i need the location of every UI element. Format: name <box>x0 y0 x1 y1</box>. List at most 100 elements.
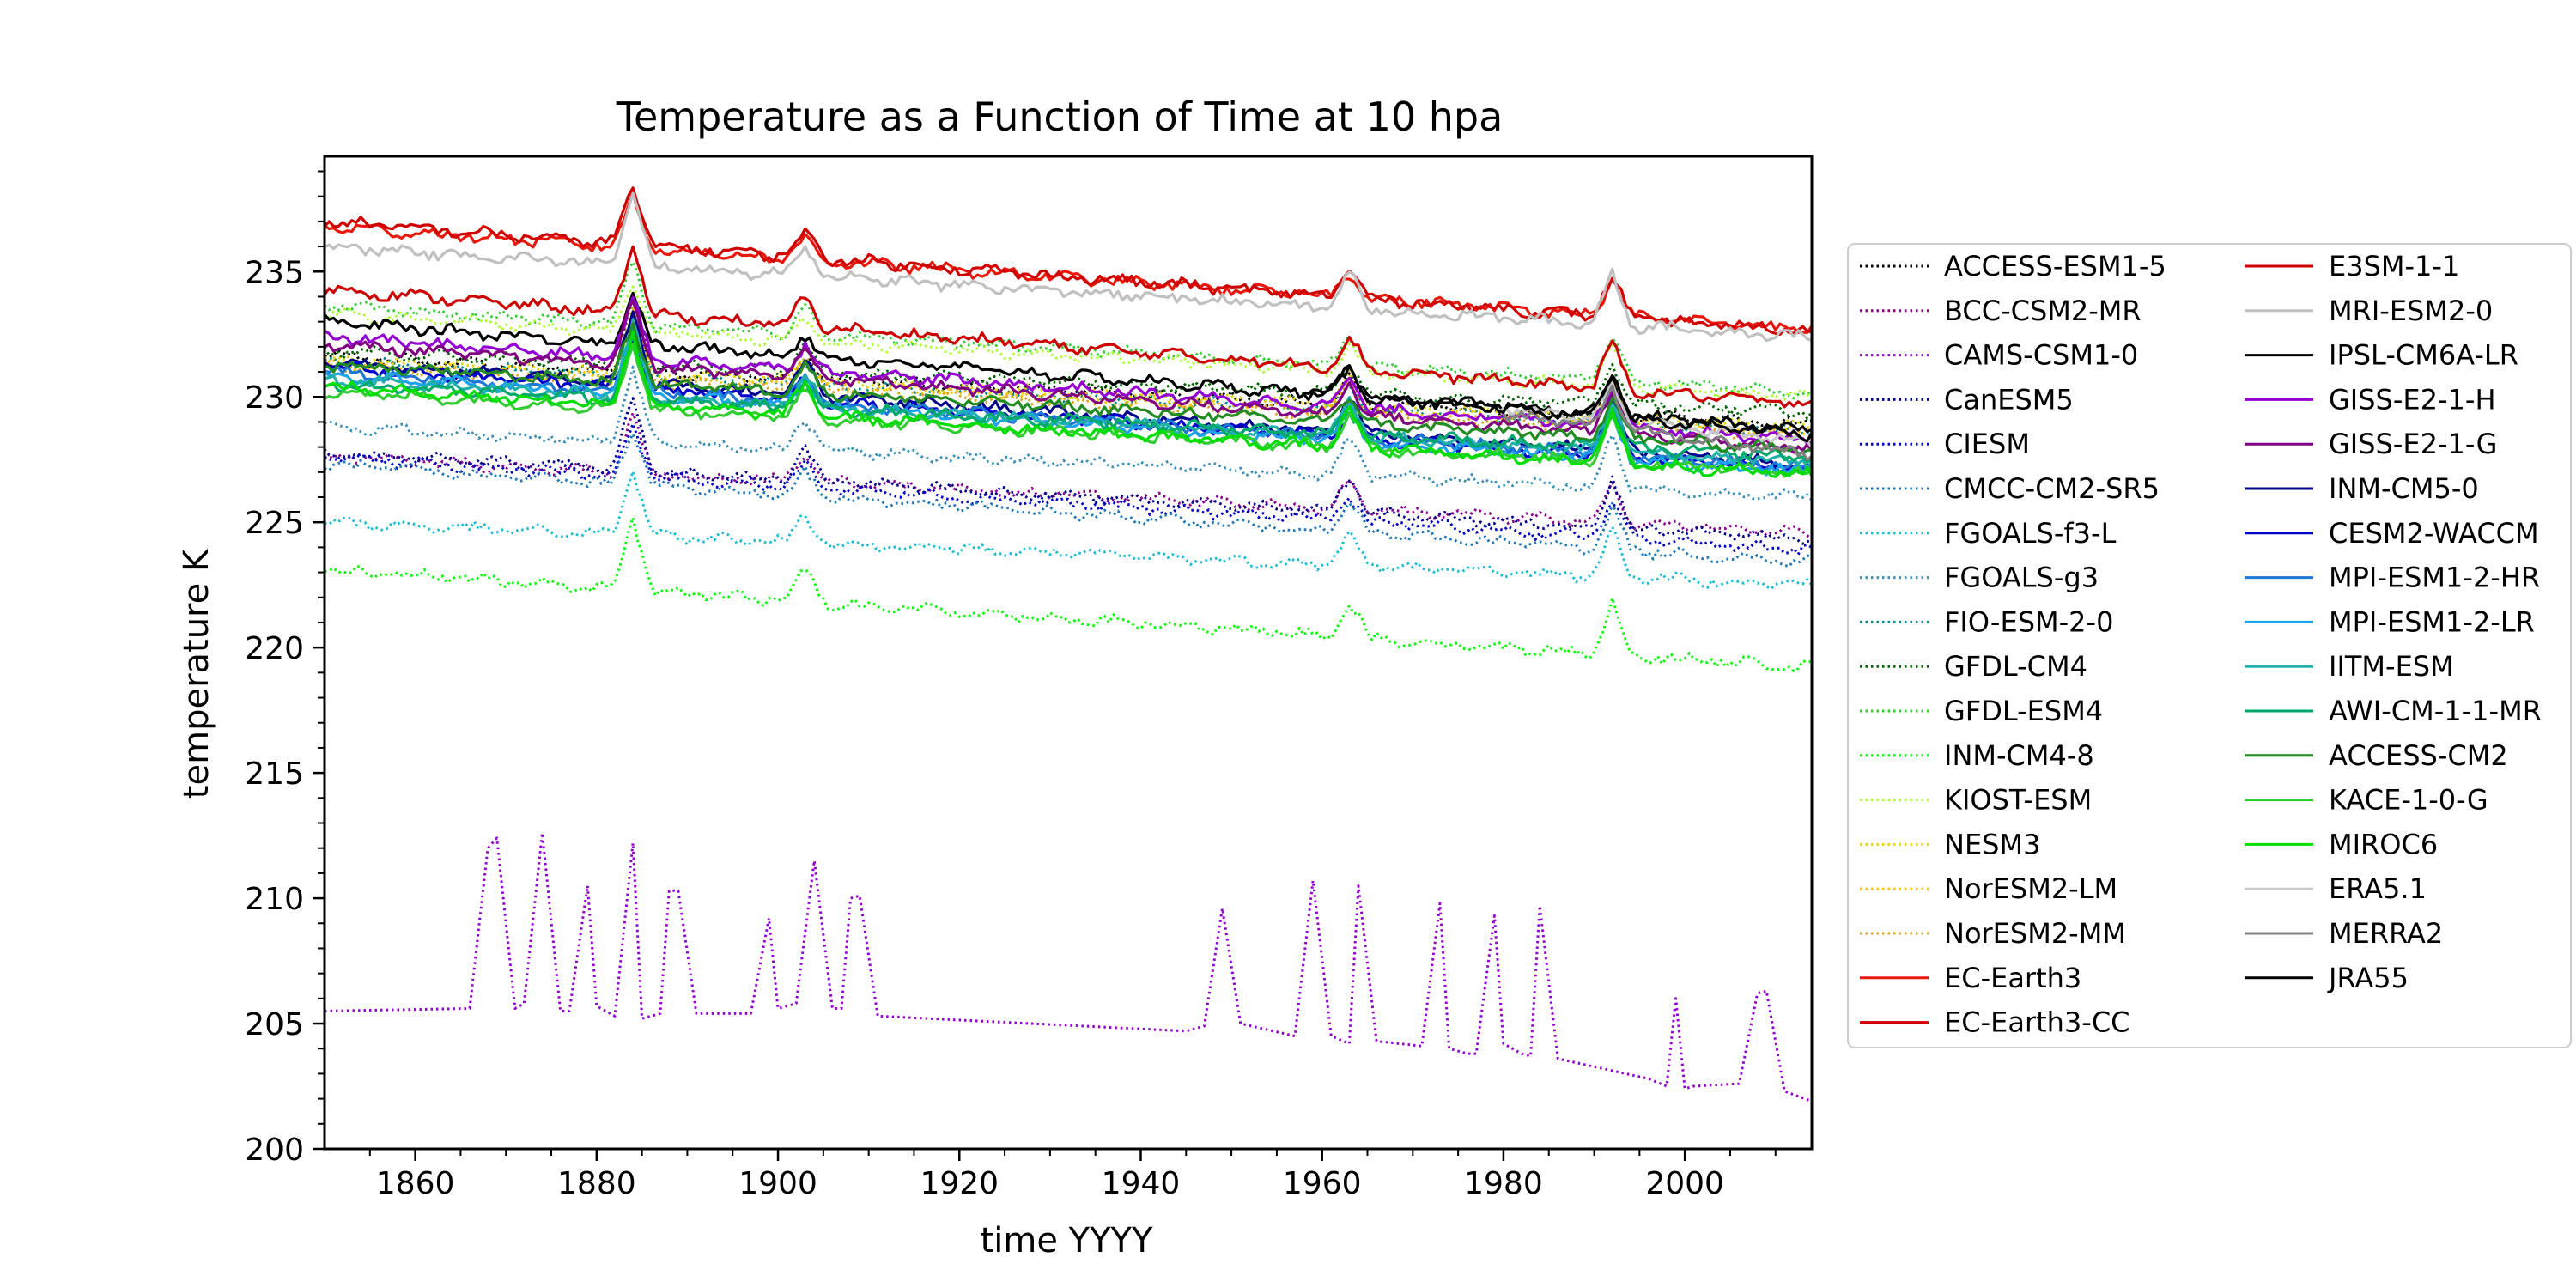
legend-label: NESM3 <box>1944 828 2040 860</box>
legend-label: KIOST-ESM <box>1944 784 2092 817</box>
series-line-ec-earth3-cc <box>325 186 1812 336</box>
x-tick-label: 1980 <box>1464 1166 1543 1201</box>
legend-label: GISS-E2-1-G <box>2329 428 2497 460</box>
legend-label: MERRA2 <box>2329 917 2443 950</box>
legend-item: CanESM5 <box>1860 383 2074 416</box>
x-tick-label: 2000 <box>1645 1166 1724 1201</box>
legend-item: MIROC6 <box>2245 828 2438 860</box>
legend-label: CIESM <box>1944 428 2030 460</box>
y-tick-label: 200 <box>245 1133 304 1168</box>
legend-item: GFDL-CM4 <box>1860 650 2087 683</box>
legend-item: IPSL-CM6A-LR <box>2245 339 2518 372</box>
legend-label: FGOALS-g3 <box>1944 562 2099 594</box>
legend-item: JRA55 <box>2245 962 2409 994</box>
legend-item: ACCESS-ESM1-5 <box>1860 250 2166 283</box>
chart-title: Temperature as a Function of Time at 10 … <box>616 94 1504 140</box>
x-tick-label: 1960 <box>1283 1166 1362 1201</box>
legend-item: CESM2-WACCM <box>2245 517 2539 550</box>
series-line-ciesm <box>325 422 1812 556</box>
legend-box <box>1847 243 2572 1048</box>
series-line-merra2 <box>1502 384 1812 462</box>
legend-label: NorESM2-LM <box>1944 872 2117 905</box>
x-tick-label: 1900 <box>738 1166 817 1201</box>
legend-label: IPSL-CM6A-LR <box>2329 339 2518 372</box>
series-line-era5-1 <box>1493 381 1812 448</box>
legend-item: MERRA2 <box>2245 917 2443 950</box>
legend-item: KACE-1-0-G <box>2245 784 2488 817</box>
legend-label: MRI-ESM2-0 <box>2329 295 2493 327</box>
legend-item: NorESM2-MM <box>1860 917 2126 950</box>
x-tick-label: 1860 <box>376 1166 455 1201</box>
plot-frame <box>323 155 1814 1151</box>
legend-label: JRA55 <box>2327 962 2409 994</box>
x-tick-label: 1940 <box>1102 1166 1181 1201</box>
legend-label: CanESM5 <box>1944 383 2074 416</box>
legend-item: INM-CM5-0 <box>2245 472 2479 505</box>
legend-label: ACCESS-CM2 <box>2329 739 2508 772</box>
legend-label: EC-Earth3-CC <box>1944 1006 2130 1039</box>
series-line-bcc-csm2-mr <box>325 411 1812 540</box>
legend-label: MIROC6 <box>2329 828 2438 860</box>
legend-item: BCC-CSM2-MR <box>1860 295 2142 327</box>
legend-label: BCC-CSM2-MR <box>1944 295 2142 327</box>
legend-label: GFDL-CM4 <box>1944 650 2087 683</box>
y-tick-label: 210 <box>245 882 304 917</box>
legend-label: CESM2-WACCM <box>2329 517 2539 550</box>
series-line-noresm2-mm <box>325 305 1812 443</box>
series-line-mri-esm2-0 <box>325 191 1812 343</box>
plot-area <box>323 155 1814 1151</box>
legend-label: INM-CM4-8 <box>1944 739 2094 772</box>
legend-item: FGOALS-f3-L <box>1860 517 2117 550</box>
legend-item: IITM-ESM <box>2245 650 2454 683</box>
legend-item: EC-Earth3-CC <box>1860 1006 2130 1039</box>
y-tick-label: 220 <box>245 631 304 666</box>
series-line-fgoals-g3 <box>325 365 1812 501</box>
y-tick-label: 235 <box>245 255 304 290</box>
legend-item: ERA5.1 <box>2245 872 2427 905</box>
legend-label: ERA5.1 <box>2329 872 2427 905</box>
legend-label: E3SM-1-1 <box>2329 250 2459 283</box>
series-line-miroc6 <box>325 330 1812 478</box>
y-tick-label: 205 <box>245 1007 304 1042</box>
series-line-jra55 <box>1303 364 1812 443</box>
legend-label: IITM-ESM <box>2329 650 2454 683</box>
legend-item: ACCESS-CM2 <box>2245 739 2508 772</box>
legend-label: CAMS-CSM1-0 <box>1944 339 2138 372</box>
series-line-awi-cm-1-1-mr <box>325 344 1812 464</box>
legend-item: AWI-CM-1-1-MR <box>2245 695 2542 727</box>
y-axis-label: temperature K <box>177 548 216 799</box>
legend-item: CMCC-CM2-SR5 <box>1860 472 2160 505</box>
x-tick-label: 1880 <box>557 1166 636 1201</box>
legend-item: CAMS-CSM1-0 <box>1860 339 2138 372</box>
legend-label: AWI-CM-1-1-MR <box>2329 695 2542 727</box>
legend-item: MPI-ESM1-2-HR <box>2245 562 2540 594</box>
legend-label: MPI-ESM1-2-HR <box>2329 562 2540 594</box>
series-line-access-cm2 <box>325 322 1812 455</box>
legend-label: FGOALS-f3-L <box>1944 517 2117 550</box>
legend-item: CIESM <box>1860 428 2030 460</box>
legend-label: KACE-1-0-G <box>2329 784 2488 817</box>
legend-item: FIO-ESM-2-0 <box>1860 605 2113 638</box>
x-axis: 1860 1880 1900 1920 1940 1960 1980 2000 <box>368 1149 1777 1201</box>
legend-label: FIO-ESM-2-0 <box>1944 605 2113 638</box>
y-tick-label: 225 <box>245 506 304 541</box>
legend-item: MRI-ESM2-0 <box>2245 295 2493 327</box>
series-line-gfdl-cm4 <box>325 298 1812 420</box>
legend-label: CMCC-CM2-SR5 <box>1944 472 2160 505</box>
series-line-gfdl-esm4 <box>325 260 1812 400</box>
legend-label: ACCESS-ESM1-5 <box>1944 250 2166 283</box>
legend-item: NESM3 <box>1860 828 2040 860</box>
legend-item: E3SM-1-1 <box>2245 250 2459 283</box>
legend-label: NorESM2-MM <box>1944 917 2126 950</box>
series-line-e3sm-1-1 <box>325 245 1812 409</box>
legend-label: GISS-E2-1-H <box>2329 383 2496 416</box>
legend-item: EC-Earth3 <box>1860 962 2081 994</box>
legend-item: GFDL-ESM4 <box>1860 695 2103 727</box>
x-axis-label: time YYYY <box>981 1221 1153 1261</box>
legend-item: MPI-ESM1-2-LR <box>2245 605 2535 638</box>
legend-label: MPI-ESM1-2-LR <box>2329 605 2535 638</box>
series-line-ec-earth3 <box>325 191 1812 335</box>
series-line-cams-csm1-0 <box>325 831 1812 1103</box>
legend-label: EC-Earth3 <box>1944 962 2081 994</box>
